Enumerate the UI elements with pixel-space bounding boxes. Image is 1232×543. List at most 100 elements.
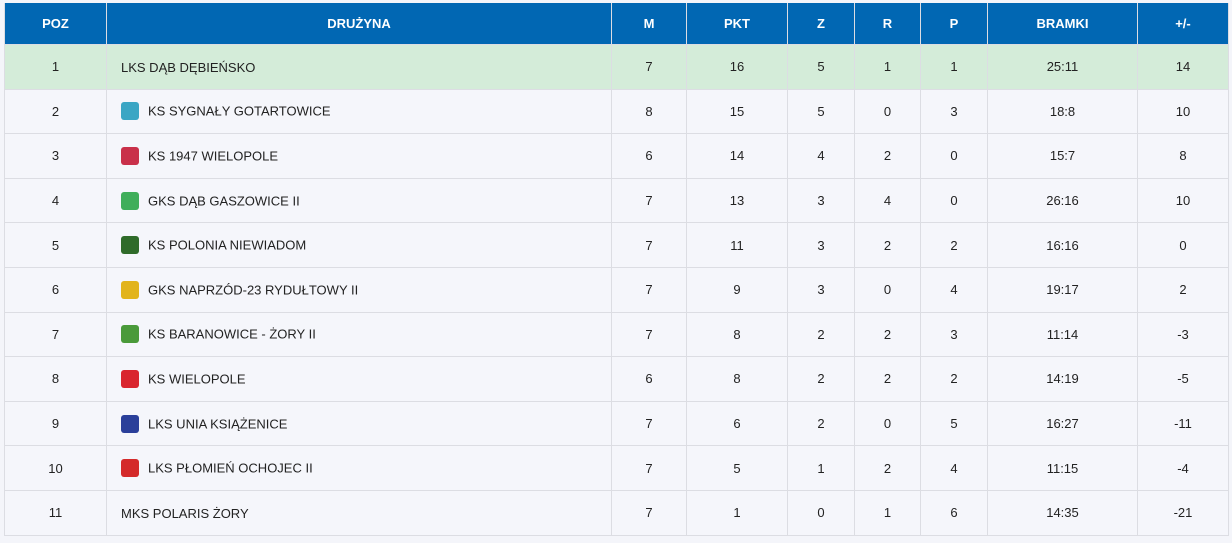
team-name[interactable]: KS SYGNAŁY GOTARTOWICE [148, 103, 331, 119]
table-row: 3 KS 1947 WIELOPOLE 6 14 4 2 0 15:7 8 [4, 133, 1229, 179]
poz-cell: 8 [4, 356, 107, 402]
diff-cell: 8 [1137, 133, 1229, 179]
p-cell: 5 [920, 400, 988, 447]
bramki-cell: 11:15 [987, 445, 1138, 491]
p-cell: 0 [920, 133, 988, 179]
league-table: POZ DRUŻYNA M PKT Z R P BRAMKI +/- 1 LKS DĄB DĘBI… [4, 3, 1229, 536]
team-name[interactable]: LKS UNIA KSIĄŻENICE [148, 416, 288, 432]
pkt-cell: 1 [686, 489, 788, 536]
team-name[interactable]: LKS PŁOMIEŃ OCHOJEC II [148, 460, 313, 476]
poz-cell: 6 [4, 266, 107, 313]
bramki-cell: 14:19 [987, 356, 1138, 402]
m-cell: 6 [611, 133, 687, 179]
p-cell: 2 [920, 222, 988, 268]
team-name[interactable]: KS BARANOWICE - ŻORY II [148, 326, 316, 342]
team-cell: LKS DĄB DĘBIEŃSKO [106, 44, 612, 90]
table-row: 6 GKS NAPRZÓD-23 RYDUŁTOWY II 7 9 3 0 4 19:17 2 [4, 266, 1229, 313]
team-name[interactable]: KS 1947 WIELOPOLE [148, 148, 279, 164]
poz-cell: 3 [4, 133, 107, 179]
header-row: POZ DRUŻYNA M PKT Z R P BRAMKI +/- [4, 3, 1229, 45]
bramki-cell: 14:35 [987, 489, 1138, 536]
diff-cell: -21 [1137, 489, 1229, 536]
p-cell: 1 [920, 44, 988, 90]
p-cell: 2 [920, 356, 988, 402]
m-cell: 7 [611, 177, 687, 224]
column-header-z[interactable]: Z [787, 3, 855, 45]
r-cell: 0 [854, 266, 921, 313]
poz-cell: 2 [4, 88, 107, 135]
z-cell: 3 [787, 222, 855, 268]
pkt-cell: 11 [686, 222, 788, 268]
diff-cell: 0 [1137, 222, 1229, 268]
team-logo-icon [121, 369, 139, 388]
team-logo-icon [121, 325, 139, 344]
column-header-bramki[interactable]: BRAMKI [987, 3, 1138, 45]
table-row: 1 LKS DĄB DĘBIEŃSKO 7 16 5 1 1 25:11 14 [4, 44, 1229, 90]
team-logo-icon [121, 102, 139, 121]
column-header-p[interactable]: P [920, 3, 988, 45]
diff-cell: 14 [1137, 44, 1229, 90]
poz-cell: 1 [4, 44, 107, 90]
z-cell: 4 [787, 133, 855, 179]
column-header-pkt[interactable]: PKT [686, 3, 788, 45]
z-cell: 3 [787, 177, 855, 224]
table-row: 11 MKS POLARIS ŻORY 7 1 0 1 6 14:35 -21 [4, 489, 1229, 536]
p-cell: 3 [920, 311, 988, 358]
team-name[interactable]: KS WIELOPOLE [148, 371, 246, 387]
column-header-poz[interactable]: POZ [4, 3, 107, 45]
team-cell: GKS DĄB GASZOWICE II [106, 177, 612, 224]
bramki-cell: 19:17 [987, 266, 1138, 313]
table-row: 2 KS SYGNAŁY GOTARTOWICE 8 15 5 0 3 18:8 10 [4, 88, 1229, 135]
column-header-m[interactable]: M [611, 3, 687, 45]
table-row: 5 KS POLONIA NIEWIADOM 7 11 3 2 2 16:16 0 [4, 222, 1229, 268]
r-cell: 0 [854, 400, 921, 447]
z-cell: 1 [787, 445, 855, 491]
r-cell: 2 [854, 222, 921, 268]
team-name[interactable]: MKS POLARIS ŻORY [121, 505, 249, 521]
pkt-cell: 5 [686, 445, 788, 491]
poz-cell: 4 [4, 177, 107, 224]
team-cell: KS 1947 WIELOPOLE [106, 133, 612, 179]
team-name[interactable]: LKS DĄB DĘBIEŃSKO [121, 59, 256, 75]
pkt-cell: 8 [686, 356, 788, 402]
m-cell: 7 [611, 400, 687, 447]
table-row: 9 LKS UNIA KSIĄŻENICE 7 6 2 0 5 16:27 -11 [4, 400, 1229, 447]
m-cell: 7 [611, 489, 687, 536]
bramki-cell: 11:14 [987, 311, 1138, 358]
p-cell: 4 [920, 266, 988, 313]
z-cell: 3 [787, 266, 855, 313]
column-header-diff[interactable]: +/- [1137, 3, 1229, 45]
pkt-cell: 8 [686, 311, 788, 358]
z-cell: 2 [787, 311, 855, 358]
r-cell: 1 [854, 44, 921, 90]
m-cell: 7 [611, 445, 687, 491]
bramki-cell: 25:11 [987, 44, 1138, 90]
column-header-team[interactable]: DRUŻYNA [106, 3, 612, 45]
r-cell: 1 [854, 489, 921, 536]
team-name[interactable]: KS POLONIA NIEWIADOM [148, 237, 307, 253]
column-header-r[interactable]: R [854, 3, 921, 45]
team-logo-icon [121, 459, 139, 478]
team-cell: KS BARANOWICE - ŻORY II [106, 311, 612, 358]
z-cell: 0 [787, 489, 855, 536]
bramki-cell: 16:16 [987, 222, 1138, 268]
z-cell: 5 [787, 44, 855, 90]
diff-cell: -4 [1137, 445, 1229, 491]
pkt-cell: 14 [686, 133, 788, 179]
team-name[interactable]: GKS DĄB GASZOWICE II [148, 193, 300, 209]
team-name[interactable]: GKS NAPRZÓD-23 RYDUŁTOWY II [148, 282, 359, 298]
bramki-cell: 18:8 [987, 88, 1138, 135]
diff-cell: 10 [1137, 88, 1229, 135]
diff-cell: 10 [1137, 177, 1229, 224]
p-cell: 0 [920, 177, 988, 224]
m-cell: 8 [611, 88, 687, 135]
z-cell: 5 [787, 88, 855, 135]
p-cell: 4 [920, 445, 988, 491]
team-cell: GKS NAPRZÓD-23 RYDUŁTOWY II [106, 266, 612, 313]
team-cell: LKS UNIA KSIĄŻENICE [106, 400, 612, 447]
team-logo-icon [121, 280, 139, 299]
team-cell: KS WIELOPOLE [106, 356, 612, 402]
pkt-cell: 9 [686, 266, 788, 313]
poz-cell: 11 [4, 489, 107, 536]
bramki-cell: 26:16 [987, 177, 1138, 224]
